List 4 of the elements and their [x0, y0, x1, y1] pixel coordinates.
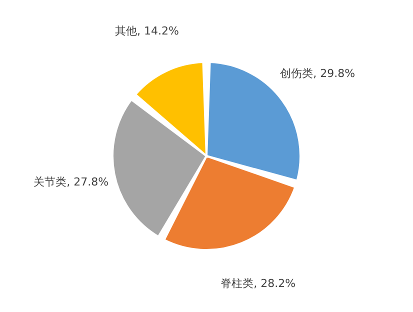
slice-label: 关节类, 27.8%: [34, 176, 109, 189]
slice-label: 创伤类, 29.8%: [280, 67, 356, 80]
slice-label: 其他, 14.2%: [114, 24, 179, 38]
slice-label: 脊柱类, 28.2%: [220, 276, 296, 290]
